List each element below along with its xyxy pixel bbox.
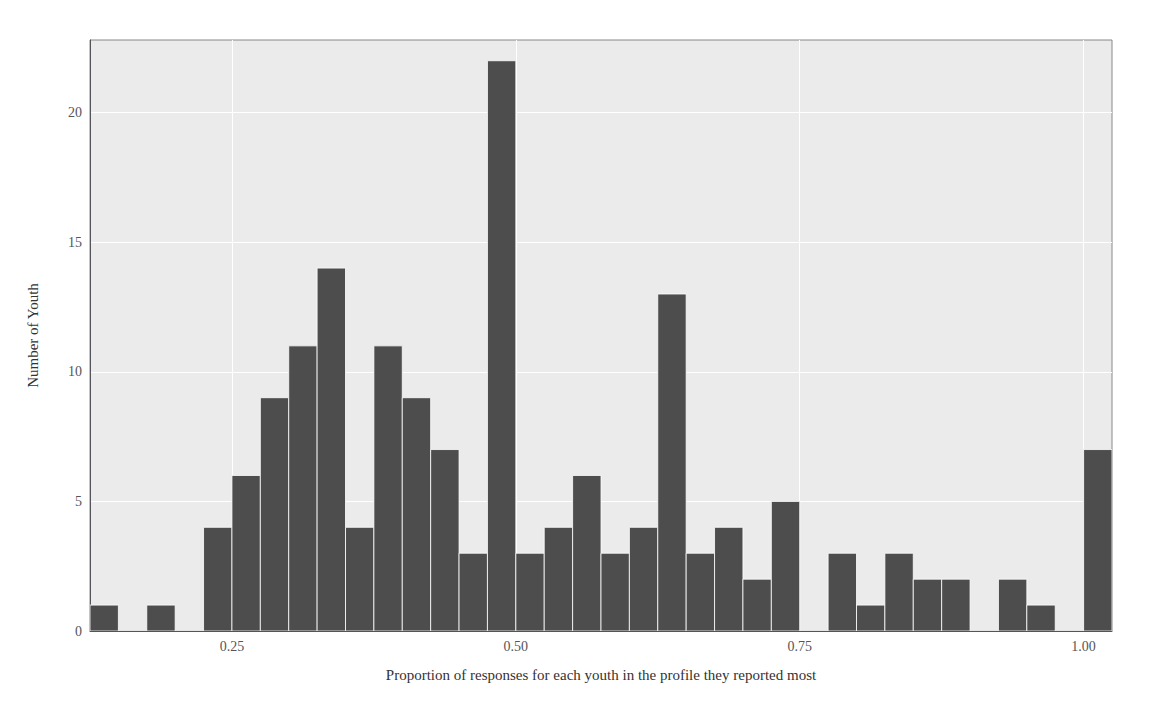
svg-text:1.00: 1.00 bbox=[1071, 639, 1096, 654]
svg-text:Proportion of responses for ea: Proportion of responses for each youth i… bbox=[386, 667, 817, 683]
svg-text:15: 15 bbox=[68, 235, 82, 250]
svg-text:10: 10 bbox=[68, 364, 82, 379]
svg-text:0.50: 0.50 bbox=[504, 639, 529, 654]
svg-text:0.75: 0.75 bbox=[787, 639, 812, 654]
svg-text:Number of Youth: Number of Youth bbox=[25, 283, 41, 388]
svg-text:5: 5 bbox=[75, 494, 82, 509]
svg-text:20: 20 bbox=[68, 105, 82, 120]
svg-text:0: 0 bbox=[75, 624, 82, 639]
svg-text:0.25: 0.25 bbox=[220, 639, 245, 654]
